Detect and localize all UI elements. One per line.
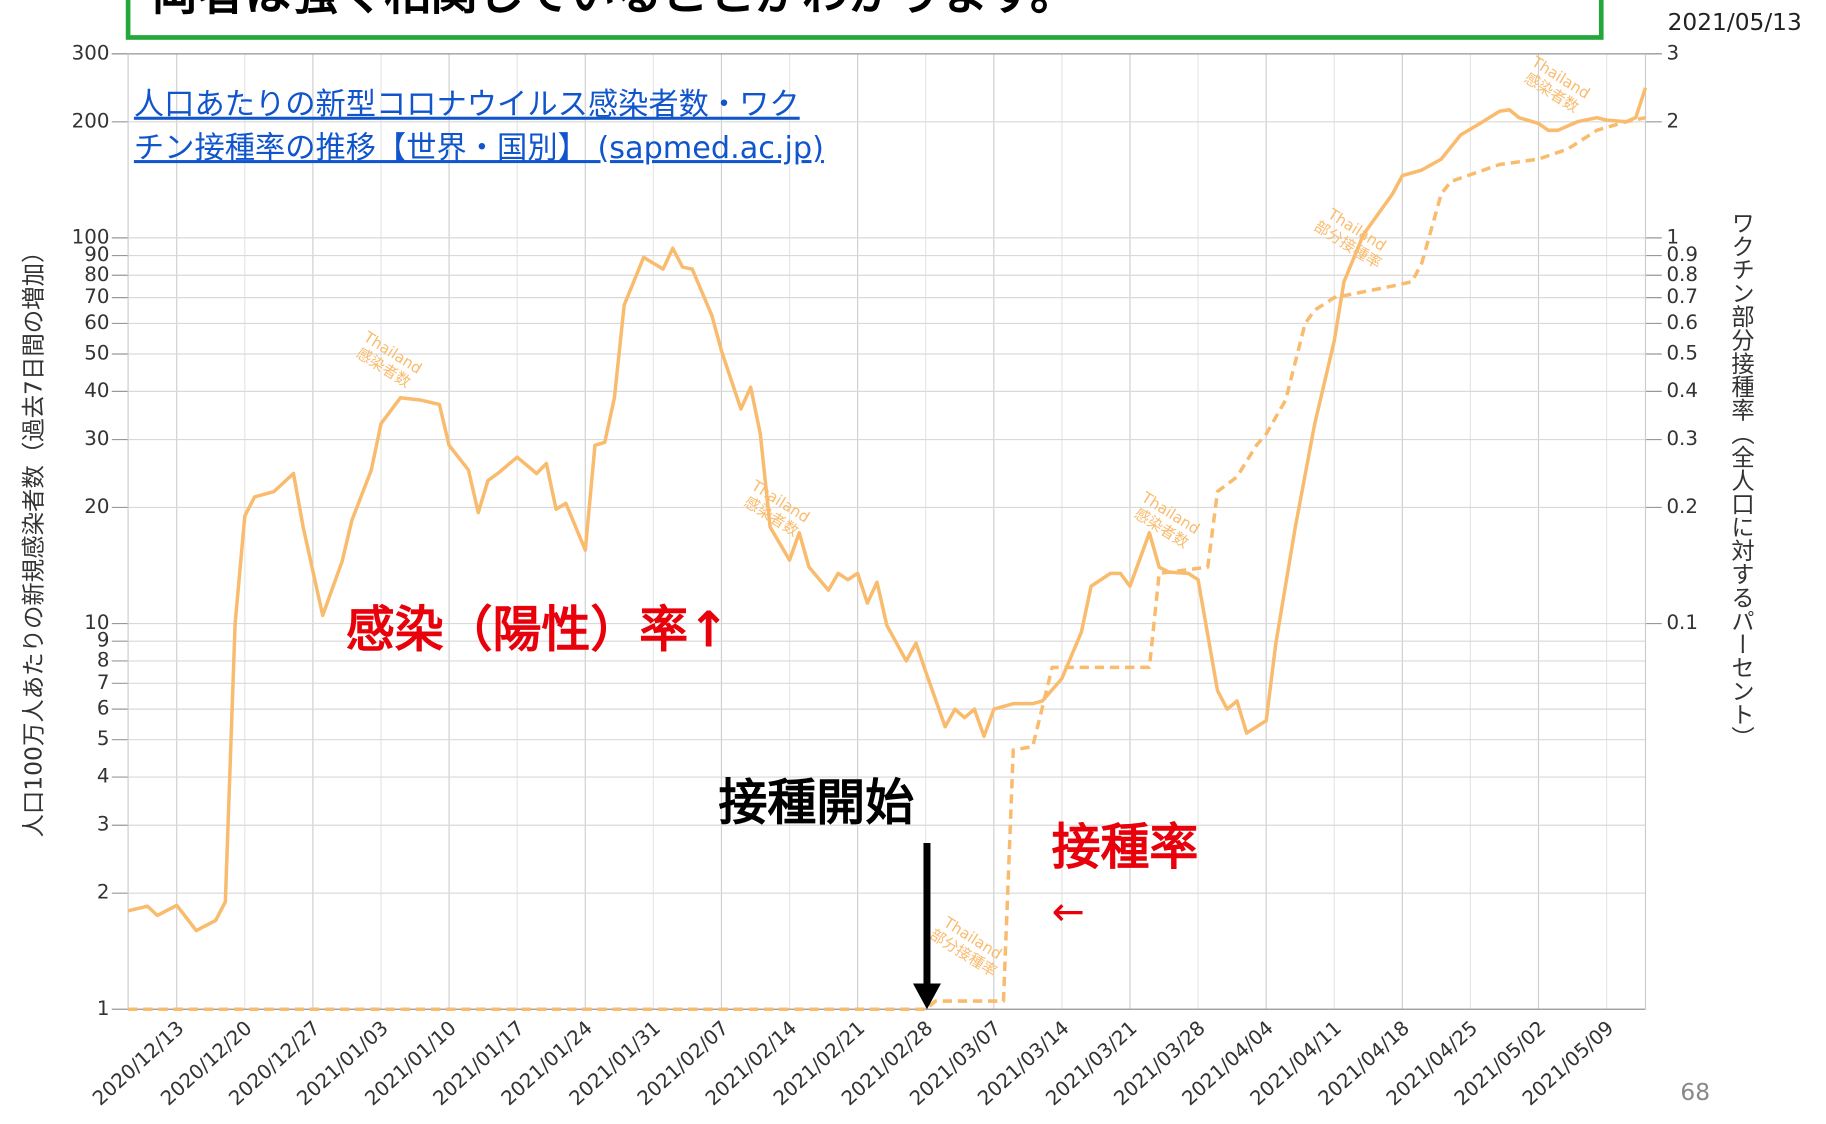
y2-tick-label: 1: [1666, 225, 1679, 248]
y2-tick-label: 0.5: [1666, 341, 1697, 364]
y-tick-label: 90: [84, 243, 109, 266]
y2-tick-label: 0.2: [1666, 495, 1697, 518]
y-tick-label: 10: [84, 611, 109, 634]
series-line: [128, 115, 1646, 1012]
y2-tick-label: 0.6: [1666, 311, 1697, 334]
y2-tick-label: 0.1: [1666, 611, 1697, 634]
y-tick-label: 7: [97, 671, 110, 694]
y-axis-label: 人口100万人あたりの新規感染者数（過去7日間の増加）: [19, 240, 47, 838]
y-tick-label: 50: [84, 341, 109, 364]
y-tick-label: 2: [97, 881, 110, 904]
y2-tick-label: 0.9: [1666, 243, 1697, 266]
y-tick-label: 5: [97, 727, 110, 750]
y2-tick-label: 0.8: [1666, 263, 1697, 286]
page-number: 68: [1680, 1078, 1710, 1106]
y-tick-label: 20: [84, 495, 109, 518]
source-link[interactable]: 人口あたりの新型コロナウイルス感染者数・ワク: [134, 88, 800, 123]
y2-axis-label: ワクチン部分接種率（全人口に対するパーセント）: [1727, 211, 1755, 750]
y-tick-label: 30: [84, 427, 109, 450]
y-tick-label: 9: [97, 629, 110, 652]
infection-rate-callout: 感染（陽性）率↑: [346, 600, 729, 658]
plot-area: 2020/12/132020/12/202020/12/272021/01/03…: [19, 41, 1754, 1110]
y-tick-label: 6: [97, 697, 110, 720]
date: 2021/05/13: [1668, 8, 1802, 36]
y-tick-label: 8: [97, 648, 110, 671]
y2-tick-label: 0.4: [1666, 379, 1697, 402]
y-tick-label: 300: [72, 41, 110, 64]
y-tick-label: 100: [72, 225, 110, 248]
heading-box: [125, 0, 1604, 40]
y-tick-label: 80: [84, 263, 109, 286]
y-tick-label: 3: [97, 813, 110, 836]
source-link[interactable]: チン接種率の推移【世界・国別】 (sapmed.ac.jp): [134, 131, 824, 166]
y2-tick-label: 0.3: [1666, 427, 1697, 450]
heading: 両者は強く相関していることがわかります。: [151, 0, 1076, 21]
y-tick-label: 4: [97, 765, 110, 788]
y2-tick-label: 0.7: [1666, 285, 1697, 308]
y-tick-label: 40: [84, 379, 109, 402]
y-tick-label: 60: [84, 311, 109, 334]
series-line: [127, 87, 1648, 933]
vaccination-rate-arrow: ←: [1052, 889, 1085, 935]
y2-tick-label: 2: [1666, 109, 1679, 132]
start-arrowhead: [913, 983, 941, 1010]
y-tick-label: 200: [72, 109, 110, 132]
vaccination-start-callout: 接種開始: [719, 773, 915, 831]
y2-tick-label: 3: [1666, 41, 1679, 64]
vaccination-rate-callout: 接種率: [1052, 818, 1199, 876]
y-tick-label: 70: [84, 285, 109, 308]
y-tick-label: 1: [97, 997, 110, 1020]
